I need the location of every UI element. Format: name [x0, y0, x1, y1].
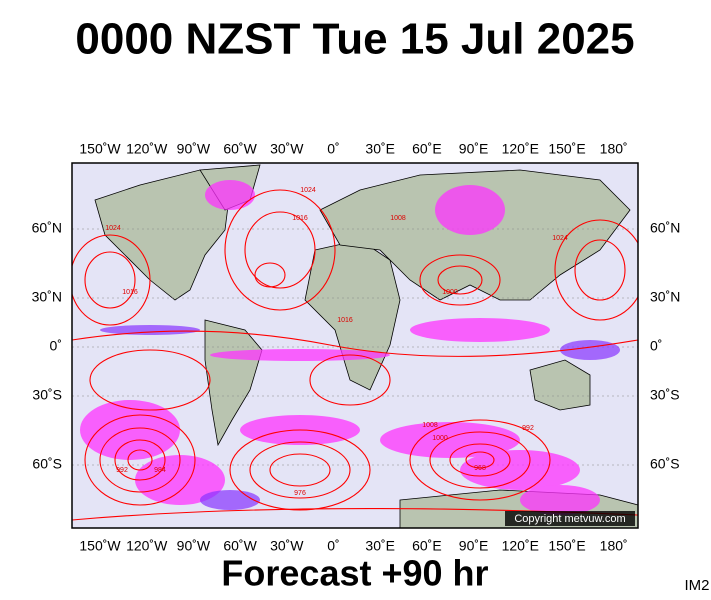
isobar-label: 992 — [522, 425, 534, 432]
lon-label-top: 90˚W — [177, 141, 211, 157]
isobar-label: 984 — [154, 467, 166, 474]
isobar-label: 1000 — [432, 435, 448, 442]
lon-label-bottom: 60˚E — [412, 538, 442, 554]
isobar-label: 1000 — [442, 289, 458, 296]
isobar-label: 992 — [116, 467, 128, 474]
isobar-label: 976 — [294, 490, 306, 497]
lon-label-top: 120˚E — [502, 141, 539, 157]
lon-label-bottom: 180˚ — [600, 538, 628, 554]
map-frame — [71, 162, 639, 529]
lon-label-top: 150˚E — [548, 141, 585, 157]
isobar-label: 1008 — [422, 422, 438, 429]
lat-label-left: 0˚ — [50, 338, 62, 354]
copyright: Copyright metvuw.com — [514, 513, 625, 525]
isobar-label: 1016 — [337, 317, 353, 324]
lon-label-bottom: 60˚W — [223, 538, 257, 554]
lat-label-right: 0˚ — [650, 338, 662, 354]
lat-label-right: 60˚S — [650, 456, 680, 472]
lon-label-top: 150˚W — [79, 141, 121, 157]
lon-label-top: 90˚E — [459, 141, 489, 157]
isobar-label: 1016 — [292, 215, 308, 222]
lon-label-bottom: 150˚E — [548, 538, 585, 554]
lon-label-top: 30˚W — [270, 141, 304, 157]
lon-label-top: 30˚E — [365, 141, 395, 157]
lat-label-right: 60˚N — [650, 220, 680, 236]
lat-label-left: 30˚S — [32, 387, 62, 403]
lat-label-left: 60˚N — [32, 220, 62, 236]
isobar-label: 1016 — [122, 289, 138, 296]
lon-label-top: 60˚W — [223, 141, 257, 157]
title: 0000 NZST Tue 15 Jul 2025 — [75, 15, 634, 64]
lon-label-bottom: 90˚W — [177, 538, 211, 554]
isobar-label: 1024 — [105, 225, 121, 232]
lat-label-left: 60˚S — [32, 456, 62, 472]
lon-label-bottom: 30˚W — [270, 538, 304, 554]
map-area: 1024 1016 1024 1016 1008 1000 1024 1016 1000 992 9… — [72, 163, 638, 528]
lat-label-right: 30˚N — [650, 289, 680, 305]
lon-label-bottom: 120˚E — [502, 538, 539, 554]
isobar-label: 1024 — [300, 187, 316, 194]
lon-label-top: 120˚W — [126, 141, 168, 157]
lon-label-top: 180˚ — [600, 141, 628, 157]
lon-label-bottom: 30˚E — [365, 538, 395, 554]
lon-label-bottom: 90˚E — [459, 538, 489, 554]
lon-label-top: 60˚E — [412, 141, 442, 157]
lon-label-bottom: 0˚ — [327, 538, 339, 554]
lon-label-top: 0˚ — [327, 141, 339, 157]
lon-label-bottom: 120˚W — [126, 538, 168, 554]
lat-label-left: 30˚N — [32, 289, 62, 305]
isobar-label: 968 — [474, 465, 486, 472]
lat-label-right: 30˚S — [650, 387, 680, 403]
copyright-box — [505, 511, 635, 526]
forecast-label: Forecast +90 hr — [221, 553, 488, 594]
image-id: IM2 — [684, 577, 709, 594]
isobar-label: 1024 — [552, 235, 568, 242]
lon-label-bottom: 150˚W — [79, 538, 121, 554]
isobar-label: 1008 — [390, 215, 406, 222]
